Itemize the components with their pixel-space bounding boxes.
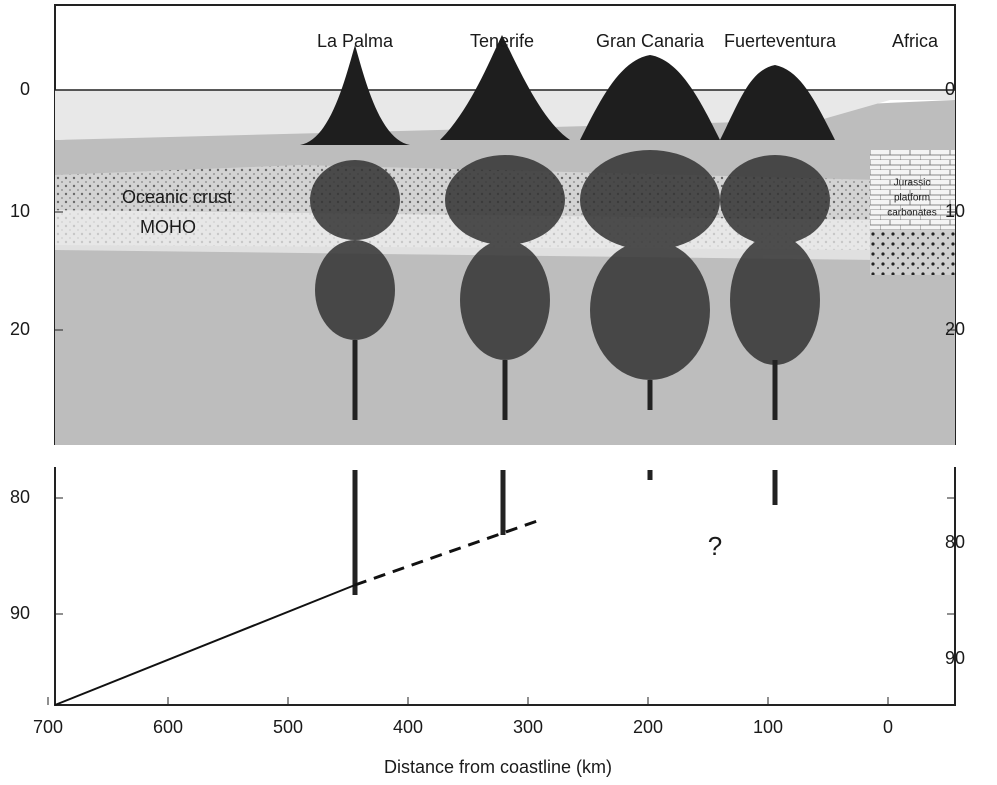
- left-tick-label: 20: [10, 319, 30, 339]
- slab-dashed: [354, 518, 541, 587]
- basement: [870, 230, 955, 275]
- right-tick-label: 20: [945, 319, 965, 339]
- right-tick-label: 0: [945, 79, 955, 99]
- x-tick-label: 100: [753, 717, 783, 737]
- label: MOHO: [140, 217, 196, 237]
- island-label: La Palma: [317, 31, 394, 51]
- label: ?: [708, 531, 722, 561]
- right-tick-label: 10: [945, 201, 965, 221]
- x-tick-label: 500: [273, 717, 303, 737]
- island-label: Africa: [892, 31, 939, 51]
- x-tick-label: 200: [633, 717, 663, 737]
- right-tick-label: 80: [945, 532, 965, 552]
- island-label: Fuerteventura: [724, 31, 837, 51]
- slab: [54, 584, 356, 706]
- island-label: Tenerife: [470, 31, 534, 51]
- axis-break: [0, 445, 997, 467]
- x-tick-label: 0: [883, 717, 893, 737]
- x-tick-label: 700: [33, 717, 63, 737]
- right-tick-label: 90: [945, 648, 965, 668]
- label: platform: [894, 193, 930, 204]
- x-axis-title: Distance from coastline (km): [384, 757, 612, 777]
- x-tick-label: 300: [513, 717, 543, 737]
- left-tick-label: 90: [10, 603, 30, 623]
- label: Oceanic crust: [122, 187, 232, 207]
- left-tick-label: 80: [10, 487, 30, 507]
- x-tick-label: 400: [393, 717, 423, 737]
- island-label: Gran Canaria: [596, 31, 705, 51]
- label: carbonates: [887, 208, 936, 219]
- left-tick-label: 0: [20, 79, 30, 99]
- volcanoes: [300, 35, 835, 145]
- left-tick-label: 10: [10, 201, 30, 221]
- label: Jurassic: [894, 178, 931, 189]
- feeders: [352, 340, 778, 595]
- carbonates-block: [870, 150, 955, 230]
- intrusions: [310, 150, 830, 380]
- x-tick-label: 600: [153, 717, 183, 737]
